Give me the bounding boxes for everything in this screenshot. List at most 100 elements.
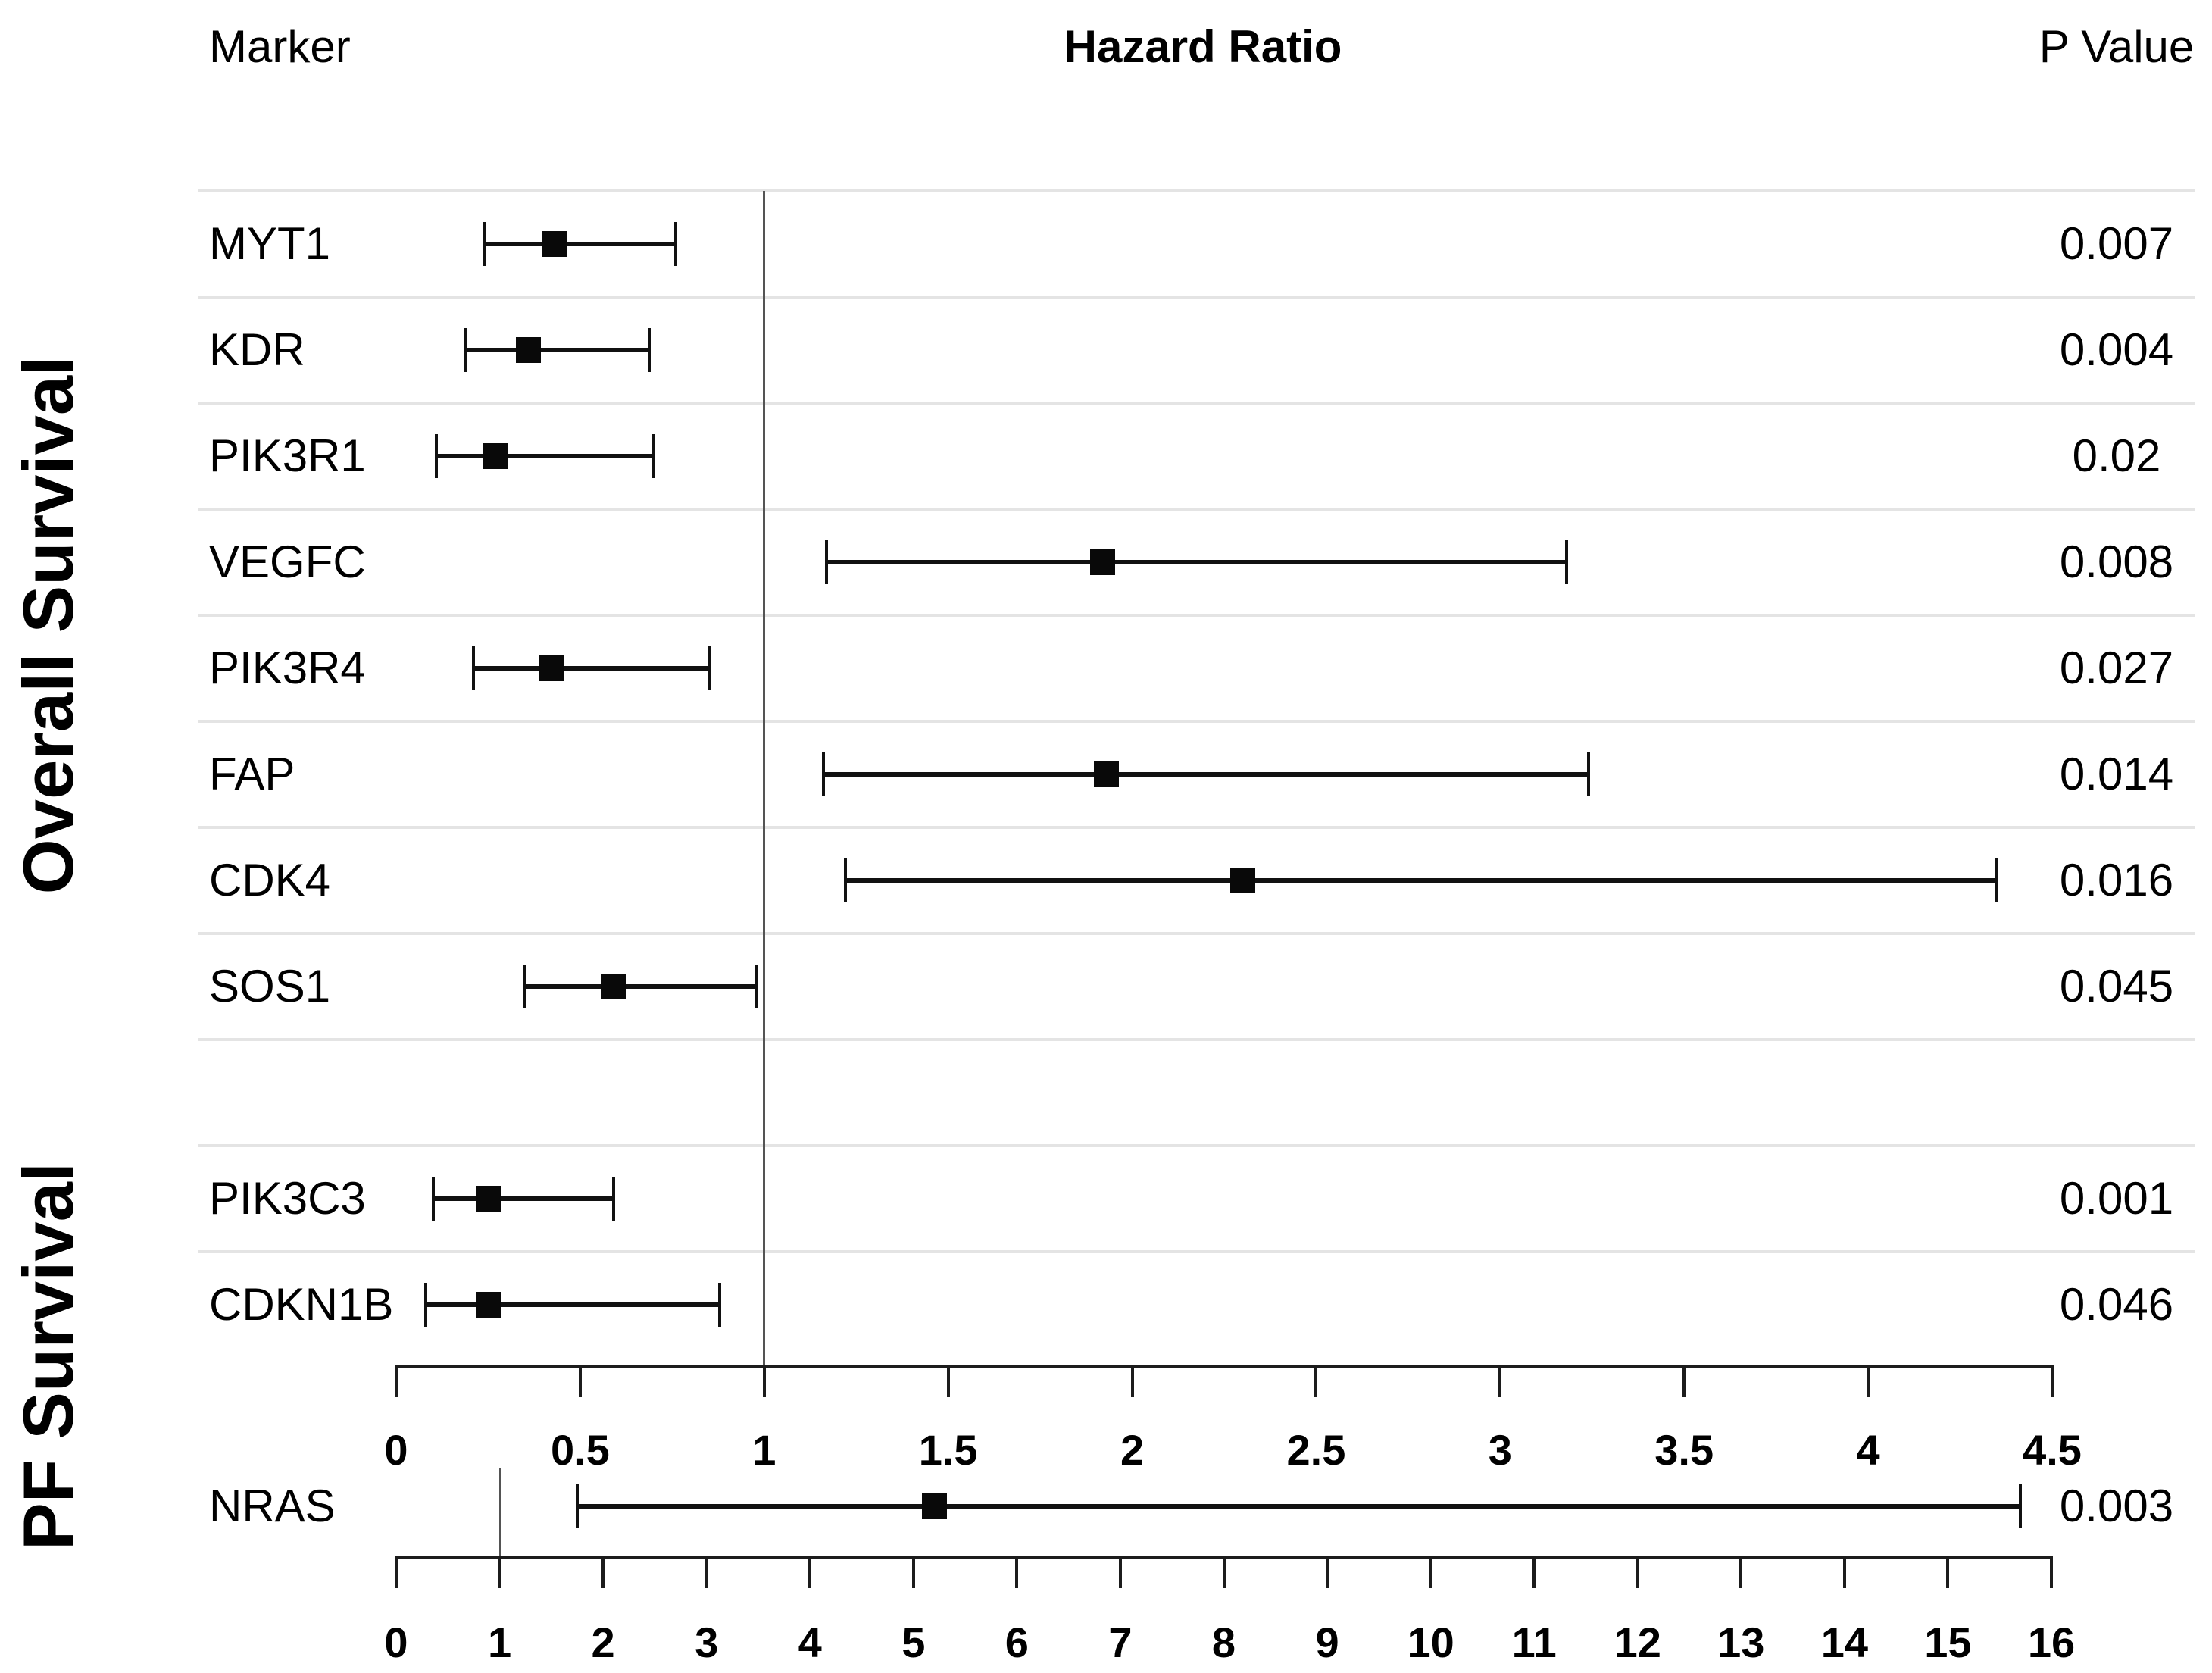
group-label-pf-survival: PF Survival bbox=[8, 1162, 88, 1550]
upper-axis-tick bbox=[2051, 1365, 2054, 1397]
marker-label: NRAS bbox=[209, 1481, 336, 1531]
ci-upper-cap bbox=[707, 646, 711, 690]
lower-axis-tick bbox=[808, 1556, 812, 1588]
lower-axis-tick bbox=[1326, 1556, 1329, 1588]
upper-axis-tick bbox=[946, 1365, 950, 1397]
ci-upper-cap bbox=[718, 1283, 722, 1327]
lower-axis-tick-label: 12 bbox=[1614, 1618, 1661, 1666]
lower-axis-tick-label: 16 bbox=[2027, 1618, 2076, 1666]
confidence-interval-bar bbox=[433, 1196, 614, 1201]
marker-label: CDKN1B bbox=[209, 1279, 394, 1330]
p-value: 0.014 bbox=[2059, 749, 2174, 799]
lower-axis-tick bbox=[1842, 1556, 1846, 1588]
marker-label: KDR bbox=[209, 324, 305, 375]
marker-label: VEGFC bbox=[209, 536, 366, 587]
lower-axis-tick-label: 0 bbox=[384, 1618, 408, 1666]
lower-axis-tick bbox=[2050, 1556, 2053, 1588]
upper-axis-tick-label: 3.5 bbox=[1654, 1426, 1714, 1474]
reference-line-lower bbox=[499, 1468, 501, 1556]
p-value: 0.008 bbox=[2059, 536, 2174, 587]
row-separator bbox=[198, 296, 2195, 299]
upper-axis-tick-label: 0 bbox=[384, 1426, 408, 1474]
lower-axis-tick-label: 4 bbox=[798, 1618, 822, 1666]
upper-axis-line bbox=[396, 1365, 2052, 1368]
p-value: 0.016 bbox=[2059, 855, 2174, 905]
upper-axis-tick bbox=[1682, 1365, 1686, 1397]
point-estimate-marker bbox=[601, 974, 626, 999]
point-estimate-marker bbox=[538, 655, 564, 681]
ci-lower-cap bbox=[483, 222, 486, 266]
lower-axis-tick-label: 1 bbox=[487, 1618, 512, 1666]
confidence-interval-bar bbox=[845, 878, 1998, 883]
row-separator bbox=[198, 189, 2195, 192]
ci-lower-cap bbox=[431, 1177, 435, 1221]
ci-upper-cap bbox=[674, 222, 678, 266]
row-separator bbox=[198, 720, 2195, 723]
lower-axis-tick-label: 6 bbox=[1004, 1618, 1029, 1666]
marker-label: CDK4 bbox=[209, 855, 331, 905]
upper-axis-tick-label: 1 bbox=[752, 1426, 776, 1474]
confidence-interval-bar bbox=[473, 666, 709, 671]
lower-axis-tick-label: 9 bbox=[1315, 1618, 1339, 1666]
upper-axis-tick-label: 3 bbox=[1488, 1426, 1512, 1474]
confidence-interval-bar bbox=[436, 454, 655, 458]
lower-axis-tick bbox=[911, 1556, 915, 1588]
confidence-interval-bar bbox=[525, 984, 758, 989]
ci-lower-cap bbox=[423, 1283, 427, 1327]
upper-axis-tick bbox=[1867, 1365, 1870, 1397]
ci-lower-cap bbox=[843, 858, 847, 902]
column-header-hazard-ratio: Hazard Ratio bbox=[1064, 21, 1342, 72]
ci-upper-cap bbox=[1586, 752, 1590, 796]
lower-axis-tick bbox=[1222, 1556, 1226, 1588]
row-separator bbox=[198, 932, 2195, 935]
column-header-p-value: P Value bbox=[2039, 21, 2195, 72]
point-estimate-marker bbox=[1229, 868, 1255, 893]
reference-line-upper bbox=[763, 191, 765, 1365]
ci-lower-cap bbox=[825, 540, 829, 584]
upper-axis-tick bbox=[578, 1365, 582, 1397]
upper-axis-tick bbox=[395, 1365, 398, 1397]
upper-axis-tick-label: 2 bbox=[1120, 1426, 1145, 1474]
row-separator bbox=[198, 614, 2195, 617]
ci-lower-cap bbox=[472, 646, 475, 690]
marker-label: MYT1 bbox=[209, 218, 331, 269]
marker-label: SOS1 bbox=[209, 961, 331, 1012]
upper-axis-tick-label: 1.5 bbox=[918, 1426, 978, 1474]
point-estimate-marker bbox=[475, 1292, 501, 1318]
lower-axis-tick bbox=[601, 1556, 605, 1588]
ci-upper-cap bbox=[2019, 1484, 2023, 1528]
point-estimate-marker bbox=[516, 337, 542, 363]
p-value: 0.003 bbox=[2059, 1481, 2174, 1531]
p-value: 0.004 bbox=[2059, 324, 2174, 375]
point-estimate-marker bbox=[475, 1186, 501, 1212]
confidence-interval-bar bbox=[576, 1504, 2021, 1509]
lower-axis-tick-label: 15 bbox=[1924, 1618, 1972, 1666]
ci-upper-cap bbox=[648, 328, 652, 372]
upper-axis-tick bbox=[1314, 1365, 1318, 1397]
upper-axis-tick bbox=[1498, 1365, 1502, 1397]
lower-axis-tick bbox=[1015, 1556, 1019, 1588]
ci-upper-cap bbox=[652, 434, 656, 478]
lower-axis-tick bbox=[395, 1556, 398, 1588]
upper-axis-tick-label: 2.5 bbox=[1286, 1426, 1346, 1474]
ci-lower-cap bbox=[523, 965, 527, 1008]
upper-axis-tick-label: 0.5 bbox=[550, 1426, 610, 1474]
lower-axis-tick bbox=[498, 1556, 501, 1588]
marker-label: FAP bbox=[209, 749, 295, 799]
lower-axis-tick-label: 2 bbox=[591, 1618, 615, 1666]
row-separator bbox=[198, 402, 2195, 405]
column-header-marker: Marker bbox=[209, 21, 351, 72]
p-value: 0.02 bbox=[2072, 430, 2161, 481]
point-estimate-marker bbox=[542, 231, 567, 257]
ci-lower-cap bbox=[821, 752, 825, 796]
point-estimate-marker bbox=[921, 1493, 947, 1519]
lower-axis-tick bbox=[1946, 1556, 1950, 1588]
row-separator bbox=[198, 826, 2195, 829]
p-value: 0.046 bbox=[2059, 1279, 2174, 1330]
p-value: 0.001 bbox=[2059, 1173, 2174, 1224]
ci-upper-cap bbox=[611, 1177, 615, 1221]
row-separator bbox=[198, 1038, 2195, 1041]
ci-lower-cap bbox=[575, 1484, 579, 1528]
ci-upper-cap bbox=[755, 965, 759, 1008]
